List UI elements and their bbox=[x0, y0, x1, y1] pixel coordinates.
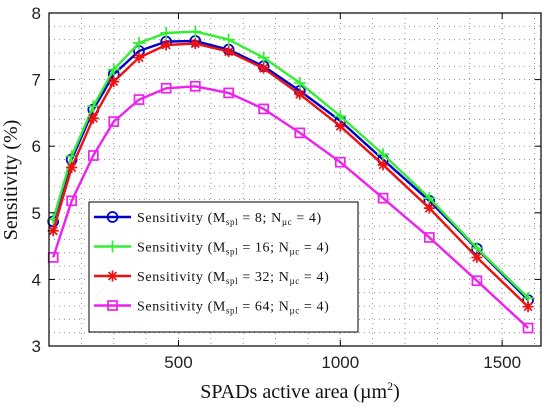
data-point bbox=[377, 148, 390, 161]
data-point bbox=[294, 88, 306, 100]
data-point bbox=[423, 232, 435, 243]
legend-label-part: = 16; N bbox=[238, 241, 289, 256]
data-point bbox=[66, 162, 78, 174]
data-point bbox=[222, 33, 235, 46]
data-point bbox=[160, 26, 173, 39]
legend-label-part: = 4) bbox=[292, 211, 322, 226]
legend-entry-3: Sensitivity (Mspl = 32; Nµc = 4) bbox=[94, 270, 329, 286]
y-tick-label: 6 bbox=[32, 137, 41, 156]
legend-label-part: = 32; N bbox=[238, 270, 289, 285]
legend-label-subscript: spl bbox=[226, 217, 238, 227]
data-point bbox=[257, 51, 270, 64]
y-axis-label: Sensitivity (%) bbox=[0, 120, 22, 241]
legend-marker bbox=[107, 270, 118, 282]
data-point bbox=[87, 100, 100, 113]
data-point bbox=[160, 82, 172, 94]
legend-marker bbox=[106, 211, 119, 223]
axis-ticks: 500 1000 1500 3 4 5 6 7 8 bbox=[32, 4, 541, 372]
x-axis-label-superscript: 2 bbox=[387, 379, 393, 393]
data-point bbox=[108, 76, 120, 88]
legend-label: Sensitivity (Mspl = 16; Nµc = 4) bbox=[137, 241, 329, 257]
legend-label: Sensitivity (Mspl = 8; Nµc = 4) bbox=[137, 211, 322, 227]
legend-box bbox=[88, 201, 359, 333]
legend-label-subscript: µc bbox=[282, 217, 292, 227]
data-point bbox=[258, 62, 270, 74]
x-tick-label: 500 bbox=[164, 353, 192, 372]
legend-label-subscript: spl bbox=[226, 276, 238, 286]
data-point bbox=[471, 251, 483, 263]
legend-label-part: = 8; N bbox=[238, 211, 282, 226]
x-axis-label-main: SPADs active area (µm bbox=[200, 381, 387, 403]
legend-entry-1: Sensitivity (Mspl = 8; Nµc = 4) bbox=[94, 211, 322, 227]
legend: Sensitivity (Mspl = 8; Nµc = 4)Sensitivi… bbox=[88, 201, 359, 333]
data-point bbox=[87, 112, 99, 124]
data-point bbox=[334, 110, 347, 123]
legend-label-part: = 4) bbox=[300, 270, 330, 285]
data-point bbox=[471, 275, 483, 287]
legend-label-part: = 64; N bbox=[238, 300, 289, 315]
data-point bbox=[223, 46, 235, 58]
data-point bbox=[258, 103, 269, 115]
series-3 bbox=[47, 38, 534, 313]
legend-label-subscript: µc bbox=[289, 247, 299, 257]
x-tick-label: 1000 bbox=[321, 353, 359, 372]
data-point bbox=[522, 322, 534, 334]
data-point bbox=[107, 63, 120, 76]
legend-marker bbox=[106, 240, 119, 253]
data-point bbox=[189, 38, 201, 50]
legend-label-part: = 4) bbox=[300, 241, 330, 256]
legend-entry-2: Sensitivity (Mspl = 16; Nµc = 4) bbox=[94, 240, 329, 257]
y-tick-label: 4 bbox=[32, 270, 41, 289]
data-point bbox=[189, 25, 202, 38]
data-point bbox=[160, 39, 172, 51]
data-point bbox=[87, 150, 99, 161]
data-point bbox=[133, 52, 145, 64]
series-line bbox=[52, 85, 529, 329]
legend-label-subscript: spl bbox=[226, 247, 238, 257]
data-point bbox=[423, 192, 436, 205]
x-tick-label: 1500 bbox=[483, 353, 521, 372]
data-point bbox=[294, 127, 306, 139]
series-layer bbox=[47, 25, 535, 334]
plot-frame bbox=[48, 12, 542, 347]
data-point bbox=[293, 76, 306, 89]
legend-marker bbox=[107, 300, 118, 311]
data-point bbox=[66, 195, 78, 207]
x-axis-label: SPADs active area (µm2) bbox=[200, 379, 400, 403]
y-tick-label: 7 bbox=[32, 71, 41, 90]
legend-label-part: Sensitivity (M bbox=[137, 211, 226, 226]
data-point bbox=[133, 94, 145, 105]
legend-label-part: = 4) bbox=[300, 300, 330, 315]
data-point bbox=[334, 156, 346, 168]
y-tick-label: 3 bbox=[32, 337, 41, 356]
y-tick-label: 5 bbox=[32, 204, 41, 223]
legend-label-part: Sensitivity (M bbox=[137, 270, 226, 285]
data-point bbox=[377, 192, 389, 204]
legend-label-part: Sensitivity (M bbox=[137, 300, 226, 315]
legend-label-subscript: µc bbox=[289, 276, 299, 286]
data-point bbox=[132, 36, 145, 49]
legend-label-part: Sensitivity (M bbox=[137, 241, 226, 256]
data-point bbox=[522, 301, 534, 313]
legend-label: Sensitivity (Mspl = 64; Nµc = 4) bbox=[137, 300, 329, 316]
data-point bbox=[108, 116, 120, 127]
data-point bbox=[334, 120, 346, 132]
legend-label-subscript: µc bbox=[289, 306, 299, 316]
data-point bbox=[223, 87, 234, 99]
data-point bbox=[189, 80, 201, 92]
legend-label: Sensitivity (Mspl = 32; Nµc = 4) bbox=[137, 270, 329, 286]
data-point bbox=[423, 202, 435, 214]
x-axis-label-close: ) bbox=[393, 381, 400, 403]
legend-label-subscript: spl bbox=[226, 306, 238, 316]
data-point bbox=[47, 225, 59, 237]
y-tick-label: 8 bbox=[32, 4, 41, 23]
legend-entry-4: Sensitivity (Mspl = 64; Nµc = 4) bbox=[94, 300, 329, 316]
data-point bbox=[377, 159, 389, 171]
